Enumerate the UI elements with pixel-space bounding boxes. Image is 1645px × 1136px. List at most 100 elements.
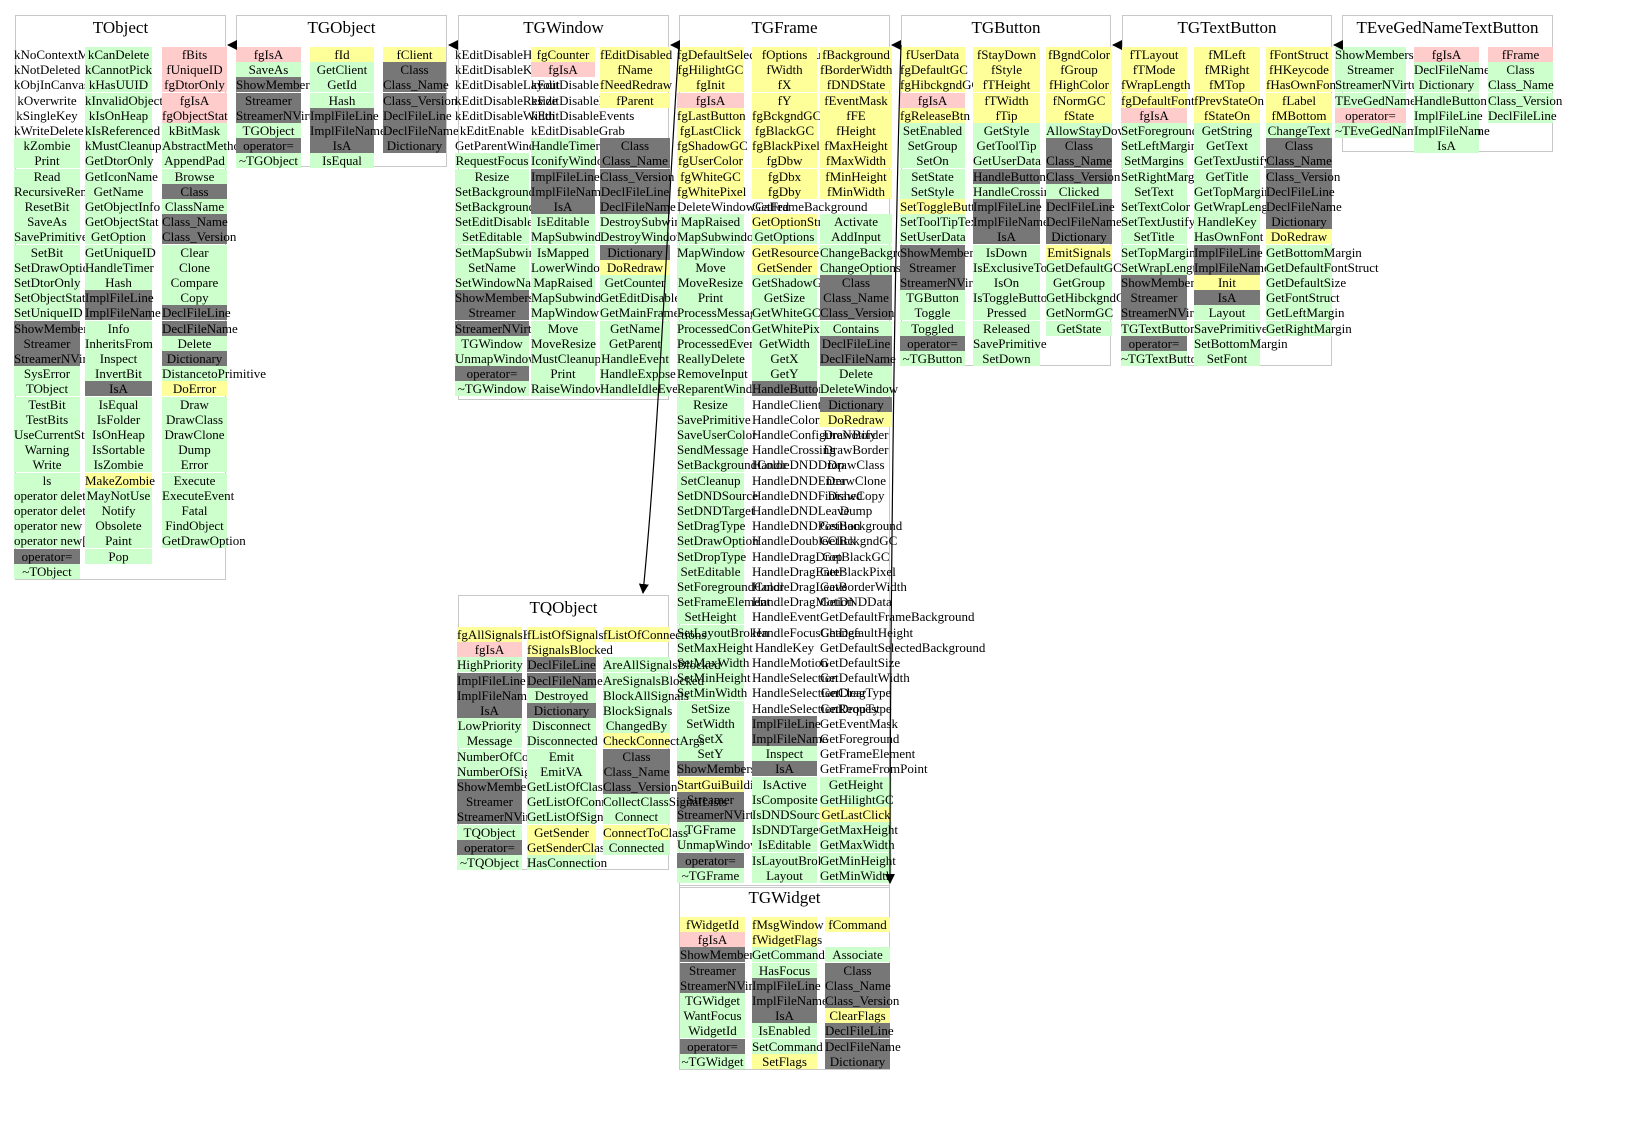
- member-meta: Dictionary: [820, 396, 892, 412]
- member-method: GetOptions: [752, 229, 817, 245]
- member-plain: GetBorderWidth: [820, 579, 907, 594]
- member-method: GetTextJustify: [1194, 153, 1271, 169]
- member-plain: DrawClone: [826, 472, 886, 488]
- member-data: fgInit: [677, 77, 744, 93]
- member-method: SetWrapLength: [1121, 259, 1203, 275]
- member-method: SetWindowName: [455, 275, 547, 290]
- member-data: fgBckgndGC: [752, 107, 822, 123]
- member-method: GetUniqueID: [85, 244, 156, 260]
- class-title: TObject: [92, 18, 149, 37]
- member-data: fgBlackGC: [752, 123, 817, 138]
- member-method: SavePrimitive: [14, 229, 88, 245]
- member-data: fOptions: [752, 47, 817, 62]
- member-method: UnmapWindow: [677, 837, 760, 853]
- member-method: HighPriority: [457, 657, 523, 673]
- member-meta: Class: [820, 275, 892, 290]
- member-plain: HandleCrossing: [752, 442, 836, 458]
- member-method: IsEditable: [531, 214, 595, 230]
- member-method: Destroyed: [527, 687, 596, 703]
- member-method: SetSize: [677, 700, 744, 716]
- member-meta: Class_Name: [1266, 153, 1332, 169]
- member-method: TGWidget: [680, 993, 745, 1008]
- member-method: TGButton: [900, 290, 965, 306]
- member-static: operator=: [1335, 107, 1406, 123]
- member-data: fId: [310, 47, 374, 62]
- member-meta: Class_Name: [1046, 153, 1112, 169]
- member-method: Print: [677, 290, 744, 306]
- member-method: ~TGWindow: [455, 381, 529, 397]
- member-method: SetCleanup: [677, 472, 744, 488]
- member-method: GetFontStruct: [1266, 290, 1340, 306]
- member-method: SetEditable: [455, 229, 529, 245]
- member-method: HandleTimer: [85, 259, 154, 275]
- member-method: SetName: [455, 259, 529, 275]
- member-method: ls: [14, 472, 80, 488]
- member-method: Resize: [677, 396, 744, 412]
- member-meta: Streamer: [677, 791, 744, 807]
- member-meta: Dictionary: [1266, 214, 1332, 230]
- member-method: Pop: [85, 548, 152, 564]
- member-method: Print: [531, 366, 595, 382]
- member-method: SetY: [677, 746, 744, 762]
- member-method: IsOnHeap: [85, 427, 152, 442]
- member-method: DeleteWindow: [820, 381, 899, 397]
- member-meta: Streamer: [1121, 290, 1187, 306]
- member-method: kZombie: [14, 138, 80, 154]
- member-method: GetNormGC: [1046, 305, 1114, 321]
- member-method: Info: [85, 320, 152, 336]
- member-method: DrawClass: [162, 411, 227, 427]
- member-data: fTip: [973, 107, 1040, 123]
- member-method: HasOwnFont: [1194, 229, 1264, 245]
- member-method: FindObject: [162, 518, 227, 534]
- member-method: ~TGTextButton: [1121, 351, 1204, 366]
- member-data: fCommand: [825, 917, 890, 932]
- member-static: fgIsA: [1414, 47, 1479, 62]
- member-method: Contains: [820, 320, 892, 336]
- member-data: fNeedRedraw: [600, 77, 673, 93]
- member-data: fMLeft: [1194, 47, 1260, 62]
- member-data: fMaxHeight: [820, 138, 892, 154]
- member-meta: operator=: [236, 138, 301, 154]
- member-method: SetBit: [14, 244, 80, 260]
- member-meta: ShowMembers: [680, 947, 759, 963]
- member-meta: Class: [1046, 138, 1112, 154]
- member-data: fTWidth: [973, 92, 1040, 108]
- member-method: kCannotPick: [85, 62, 153, 78]
- member-plain: GetParentWindow: [455, 138, 552, 154]
- member-data: Init: [1194, 275, 1260, 290]
- member-method: RemoveInput: [677, 366, 748, 382]
- member-method: HandleExpose: [600, 366, 676, 382]
- member-method: SavePrimitive: [677, 411, 751, 427]
- member-method: Released: [973, 320, 1040, 336]
- member-data: fgHibckgndGC: [900, 77, 981, 93]
- member-method: IsA: [1414, 138, 1479, 154]
- member-method: Hash: [310, 92, 374, 108]
- member-method: GetMaxHeight: [820, 822, 898, 838]
- member-meta: Dictionary: [527, 703, 596, 718]
- member-method: GetGroup: [1046, 275, 1112, 290]
- member-method: IsZombie: [85, 457, 152, 473]
- member-method: IconifyWindow: [531, 153, 613, 169]
- member-method: SetEditDisabled: [455, 214, 540, 230]
- member-method: Activate: [820, 214, 892, 230]
- member-method: IsComposite: [752, 791, 818, 807]
- member-method: Associate: [825, 947, 890, 963]
- member-method: SavePrimitive: [973, 335, 1047, 351]
- member-meta: Class_Version: [603, 779, 678, 794]
- member-plain: HandleSelection: [752, 670, 838, 686]
- member-method: SetX: [677, 731, 744, 746]
- member-method: ResetBit: [14, 199, 80, 214]
- member-data: fEditDisabled: [600, 47, 673, 62]
- member-method: GetMinHeight: [820, 852, 896, 868]
- member-method: SetMargins: [1121, 153, 1187, 169]
- member-method: AbstractMethod: [162, 138, 247, 154]
- member-data: fgDefaultGC: [900, 62, 968, 78]
- member-method: GetShadowGC: [752, 275, 831, 290]
- member-method: ~TGButton: [900, 351, 965, 366]
- member-method: SetTextColor: [1121, 199, 1191, 214]
- member-method: UnmapWindow: [455, 351, 538, 366]
- member-data: DoRedraw: [600, 259, 670, 275]
- member-meta: Class: [1266, 138, 1332, 154]
- member-data: fBackground: [820, 47, 892, 62]
